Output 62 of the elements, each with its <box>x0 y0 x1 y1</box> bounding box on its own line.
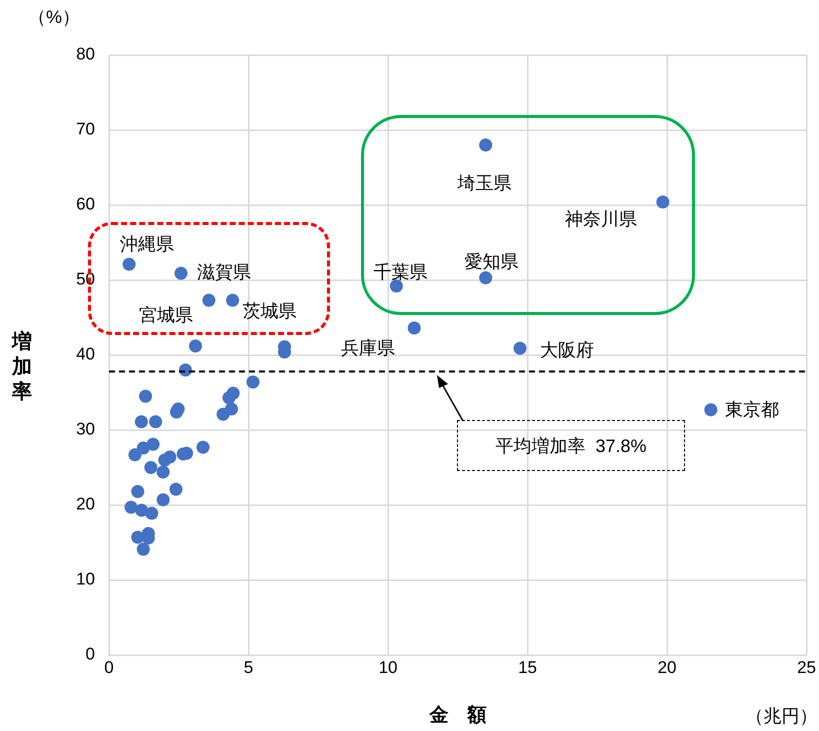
point <box>408 322 421 334</box>
point <box>169 482 182 496</box>
point <box>144 461 158 474</box>
annotation: 茨城県 <box>242 301 297 322</box>
point <box>139 390 152 403</box>
point <box>158 454 172 466</box>
point <box>128 448 142 462</box>
point <box>135 504 148 517</box>
text: （兆円） <box>746 706 818 726</box>
point <box>196 440 210 454</box>
annotation: 宮城県 <box>138 305 193 326</box>
point <box>170 406 184 418</box>
annotation: 愛知県 <box>464 252 519 272</box>
annotation: 神奈川県 <box>564 208 637 229</box>
text: （%） <box>28 6 80 27</box>
annotation: 滋賀県 <box>196 262 251 282</box>
point <box>216 408 230 421</box>
x-tick-label: 10 <box>378 658 398 677</box>
point <box>136 542 150 556</box>
point <box>124 500 138 514</box>
y-tick-label: 60 <box>76 194 95 214</box>
x-axis-title: 金 額 <box>428 704 486 726</box>
point <box>156 466 170 478</box>
point <box>134 415 148 428</box>
x-tick-label: 20 <box>658 658 676 677</box>
y-tick-label: 20 <box>76 494 95 514</box>
point <box>149 415 162 428</box>
point <box>188 340 202 352</box>
point <box>156 493 170 506</box>
annotation: 東京都 <box>724 400 779 420</box>
y-tick-label: 30 <box>76 420 95 439</box>
y-tick-label: 0 <box>86 644 95 664</box>
annotation: 大阪府 <box>540 340 594 360</box>
point <box>226 294 240 307</box>
annotation: 千葉県 <box>373 262 428 282</box>
point <box>174 266 188 280</box>
point <box>145 506 158 520</box>
point <box>479 271 492 284</box>
point <box>656 196 670 208</box>
point <box>246 376 260 388</box>
point <box>479 138 492 152</box>
x-tick-label: 5 <box>244 658 254 677</box>
y-tick-label: 40 <box>76 344 95 364</box>
x-tick-label: 15 <box>518 658 537 677</box>
annotation: 埼玉県 <box>456 172 512 193</box>
point <box>513 342 526 355</box>
ref-line-label: 平均増加率 37.8% <box>457 420 685 471</box>
y-tick-label: 70 <box>76 120 95 139</box>
point <box>122 258 136 271</box>
x-tick-label: 0 <box>104 658 114 677</box>
y-tick-label: 80 <box>76 44 95 64</box>
point <box>202 294 216 307</box>
annotation: 沖縄県 <box>120 234 174 254</box>
point <box>222 391 236 404</box>
y-axis-title: 増加率 <box>10 330 33 405</box>
x-tick-label: 25 <box>797 658 816 677</box>
point <box>136 442 150 454</box>
point <box>390 280 403 292</box>
point <box>704 403 718 416</box>
point <box>131 485 144 498</box>
annotation: 兵庫県 <box>341 338 396 358</box>
y-tick-label: 10 <box>76 570 95 589</box>
